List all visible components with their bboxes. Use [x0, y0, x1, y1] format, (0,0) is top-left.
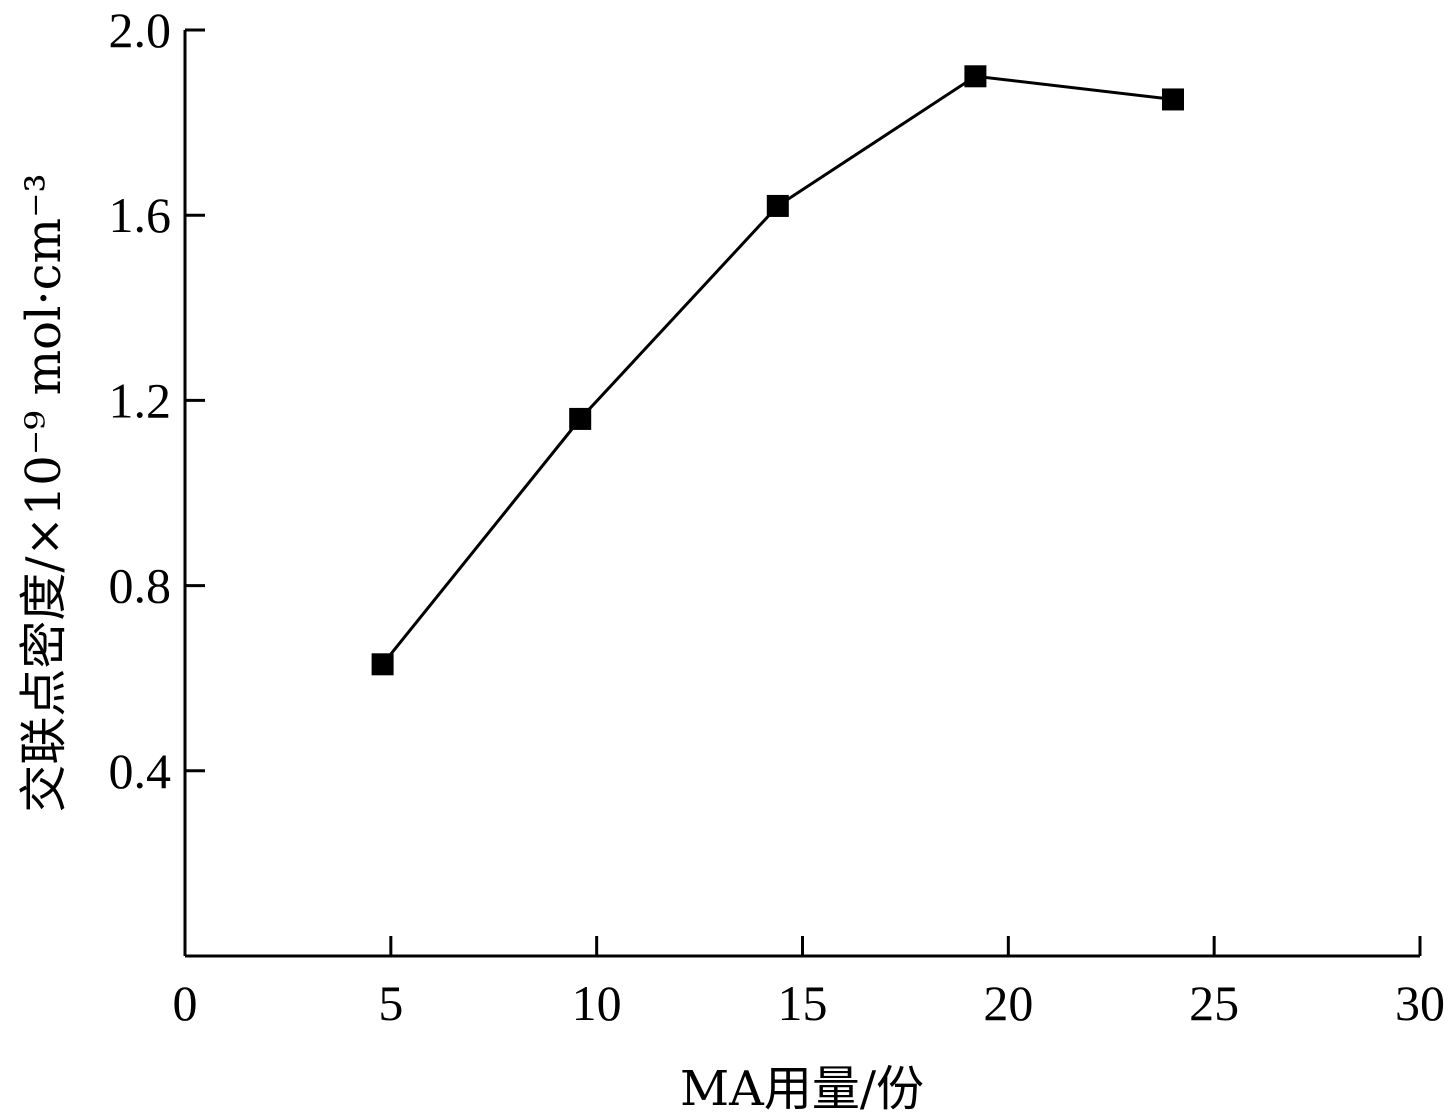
series-layer — [371, 65, 1184, 676]
y-tick-label-1.2: 1.2 — [109, 372, 172, 428]
data-point-0-2 — [766, 194, 789, 217]
x-tick-label-10: 10 — [572, 975, 622, 1031]
x-axis-ticks: 0 5 10 15 20 25 30 — [173, 936, 1445, 1031]
x-tick-label-5: 5 — [378, 975, 403, 1031]
data-point-0-3 — [964, 65, 987, 88]
y-tick-label-0.4: 0.4 — [109, 743, 172, 799]
x-axis-title: MA用量/份 — [680, 1061, 924, 1114]
y-tick-label-2.0: 2.0 — [109, 2, 172, 58]
series-line-0 — [381, 74, 1174, 666]
x-tick-label-0: 0 — [173, 975, 198, 1031]
x-tick-label-25: 25 — [1189, 975, 1239, 1031]
y-axis-title: 交联点密度/×10⁻⁹ mol·cm⁻³ — [16, 173, 72, 812]
x-tick-label-20: 20 — [983, 975, 1033, 1031]
plot-area — [183, 30, 1420, 958]
x-tick-label-15: 15 — [778, 975, 828, 1031]
y-tick-label-0.8: 0.8 — [109, 558, 172, 614]
y-tick-label-1.6: 1.6 — [109, 187, 172, 243]
data-point-0-0 — [371, 653, 394, 676]
x-tick-label-30: 30 — [1395, 975, 1445, 1031]
data-point-0-1 — [569, 407, 592, 430]
y-axis-ticks: 0.4 0.8 1.2 1.6 2.0 — [109, 2, 205, 799]
data-point-0-4 — [1162, 88, 1184, 111]
